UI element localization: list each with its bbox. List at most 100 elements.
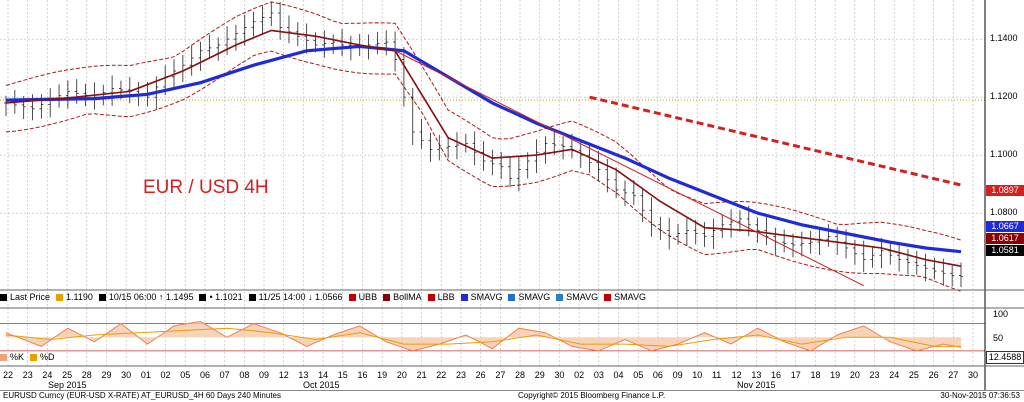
stochastic-tick-label: 100 bbox=[993, 309, 1009, 319]
legend-swatch bbox=[30, 354, 38, 362]
x-tick-label: 09 bbox=[672, 370, 683, 380]
legend-swatch bbox=[199, 294, 207, 302]
legend-swatch bbox=[248, 294, 256, 302]
legend-label: 10/15 06:00 ↑ 1.1495 bbox=[108, 292, 194, 302]
legend-item: UBB bbox=[348, 292, 378, 302]
legend-label: %K bbox=[10, 352, 25, 362]
footer-copyright: Copyright© 2015 Bloomberg Finance L.P. bbox=[518, 391, 666, 400]
y-tick-label: 1.1400 bbox=[990, 33, 1018, 44]
x-tick-label: 08 bbox=[239, 370, 250, 380]
legend: Last Price 1.1190 10/15 06:00 ↑ 1.1495 • 1.… bbox=[0, 292, 985, 306]
x-tick-label: 02 bbox=[160, 370, 171, 380]
x-tick-label: 12 bbox=[731, 370, 742, 380]
x-tick-label: 23 bbox=[455, 370, 466, 380]
price-label: 1.0667 bbox=[986, 221, 1024, 232]
legend-item: Last Price bbox=[0, 292, 50, 302]
footer-instrument: EURUSD Curncy (EUR-USD X-RATE) AT_EURUSD… bbox=[3, 391, 281, 400]
x-tick-label: 19 bbox=[830, 370, 841, 380]
dashed-resistance-trendline bbox=[589, 95, 962, 187]
legend-label: SMAVG bbox=[566, 292, 599, 302]
x-tick-label: 27 bbox=[948, 370, 959, 380]
x-tick-label: 29 bbox=[534, 370, 545, 380]
x-tick-label: 28 bbox=[515, 370, 526, 380]
x-tick-label: 21 bbox=[416, 370, 427, 380]
x-month-label: Nov 2015 bbox=[737, 380, 776, 390]
x-tick-label: 25 bbox=[908, 370, 919, 380]
x-tick-label: 18 bbox=[810, 370, 821, 380]
legend-label: 1.1190 bbox=[66, 292, 93, 302]
legend-swatch bbox=[348, 294, 356, 302]
legend-item: SMAVG bbox=[556, 292, 598, 302]
legend-item: • 1.1021 bbox=[199, 292, 243, 302]
legend-swatch bbox=[460, 294, 468, 302]
x-tick-label: 16 bbox=[357, 370, 368, 380]
legend-swatch bbox=[604, 294, 612, 302]
legend-item: BollMA bbox=[383, 292, 422, 302]
legend-item: 10/15 06:00 ↑ 1.1495 bbox=[98, 292, 194, 302]
x-tick-label: 26 bbox=[475, 370, 486, 380]
legend-swatch bbox=[98, 294, 106, 302]
legend-label: SMAVG bbox=[470, 292, 503, 302]
price-label: 1.0897 bbox=[986, 185, 1024, 196]
x-tick-label: 17 bbox=[790, 370, 801, 380]
legend-label: SMAVG bbox=[518, 292, 551, 302]
x-tick-label: 01 bbox=[140, 370, 151, 380]
x-tick-label: 26 bbox=[928, 370, 939, 380]
y-tick-label: 1.1000 bbox=[990, 149, 1018, 160]
legend-label: 11/25 14:00 ↓ 1.0566 bbox=[258, 292, 343, 302]
legend-swatch bbox=[56, 294, 64, 302]
moving-averages bbox=[5, 29, 962, 267]
legend-label: • 1.1021 bbox=[209, 292, 243, 302]
legend-label: BollMA bbox=[393, 292, 422, 302]
price-bars bbox=[4, 1, 963, 288]
x-tick-label: 22 bbox=[436, 370, 447, 380]
stochastic-d-line bbox=[5, 327, 961, 347]
legend-label: UBB bbox=[358, 292, 378, 302]
legend-item: LBB bbox=[427, 292, 455, 302]
legend-item: SMAVG bbox=[508, 292, 550, 302]
x-tick-label: 24 bbox=[889, 370, 900, 380]
y-tick-label: 1.0800 bbox=[990, 207, 1018, 218]
legend-swatch bbox=[0, 294, 7, 302]
x-tick-label: 30 bbox=[121, 370, 132, 380]
x-tick-label: 25 bbox=[62, 370, 73, 380]
x-tick-label: 07 bbox=[219, 370, 230, 380]
legend-item: 1.1190 bbox=[56, 292, 93, 302]
legend-swatch bbox=[383, 294, 391, 302]
x-tick-label: 19 bbox=[377, 370, 388, 380]
x-tick-label: 27 bbox=[495, 370, 506, 380]
x-tick-label: 14 bbox=[318, 370, 329, 380]
x-tick-label: 10 bbox=[692, 370, 703, 380]
x-tick-label: 05 bbox=[180, 370, 191, 380]
legend-label: %D bbox=[40, 352, 55, 362]
legend-item: %K bbox=[0, 352, 24, 362]
x-tick-label: 06 bbox=[199, 370, 210, 380]
x-tick-label: 29 bbox=[101, 370, 112, 380]
x-tick-label: 09 bbox=[259, 370, 270, 380]
x-tick-label: 23 bbox=[869, 370, 880, 380]
x-tick-label: 23 bbox=[22, 370, 33, 380]
stochastic-panel bbox=[0, 320, 985, 352]
footer-timestamp: 30-Nov-2015 07:36:53 bbox=[940, 391, 1020, 400]
sma-slow-blue bbox=[5, 44, 962, 254]
support-trendline bbox=[394, 50, 864, 287]
x-tick-label: 03 bbox=[593, 370, 604, 380]
x-tick-label: 16 bbox=[771, 370, 782, 380]
x-tick-label: 24 bbox=[42, 370, 53, 380]
stochastic-tick-label: 50 bbox=[993, 333, 1004, 343]
x-month-label: Oct 2015 bbox=[303, 380, 340, 390]
price-label: 1.0617 bbox=[986, 233, 1024, 244]
x-month-label: Sep 2015 bbox=[48, 380, 87, 390]
price-label: 1.0581 bbox=[986, 245, 1024, 256]
x-tick-label: 20 bbox=[396, 370, 407, 380]
legend-swatch bbox=[556, 294, 564, 302]
upper-bollinger-band bbox=[5, 1, 962, 241]
legend-swatch bbox=[427, 294, 435, 302]
x-tick-label: 12 bbox=[278, 370, 289, 380]
footer: EURUSD Curncy (EUR-USD X-RATE) AT_EURUSD… bbox=[0, 390, 1024, 402]
x-tick-label: 05 bbox=[633, 370, 644, 380]
sma-fast-red bbox=[5, 29, 962, 267]
lower-bollinger-band bbox=[5, 50, 962, 292]
legend-swatch bbox=[508, 294, 516, 302]
